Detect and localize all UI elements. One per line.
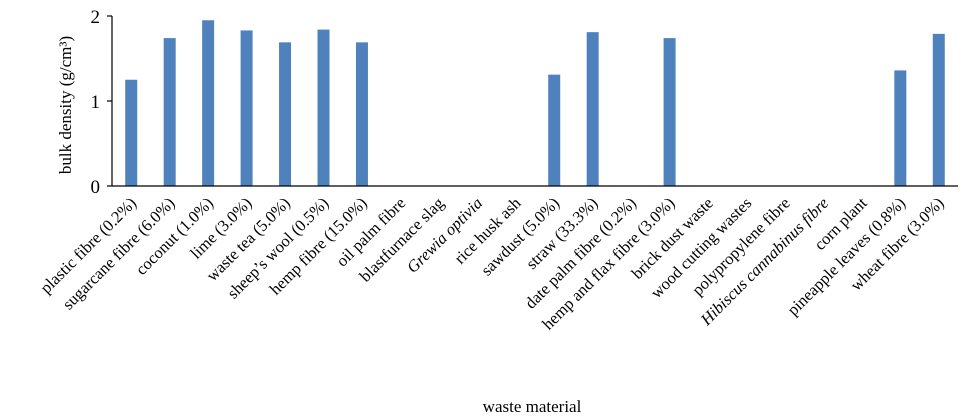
bar (240, 30, 253, 187)
bar (586, 32, 599, 187)
y-axis-title: bulk density (g/cm³) (56, 36, 75, 174)
bar (355, 42, 368, 186)
bar (279, 42, 292, 186)
bars (125, 20, 945, 187)
bar (125, 79, 138, 186)
y-tick-label: 2 (91, 7, 101, 28)
y-axis-ticks: 0 1 2 (91, 7, 112, 198)
y-tick-label: 0 (91, 177, 101, 198)
bar (894, 70, 907, 186)
bar (202, 20, 215, 186)
bar (317, 29, 330, 186)
y-tick-label: 1 (91, 92, 101, 113)
x-axis-category-labels: plastic fibre (0.2%)sugarcane fibre (6.0… (36, 193, 947, 334)
bar (932, 33, 945, 186)
x-axis-title: waste material (483, 397, 582, 416)
bar (163, 38, 176, 186)
bar (548, 74, 561, 186)
bar (663, 38, 676, 186)
